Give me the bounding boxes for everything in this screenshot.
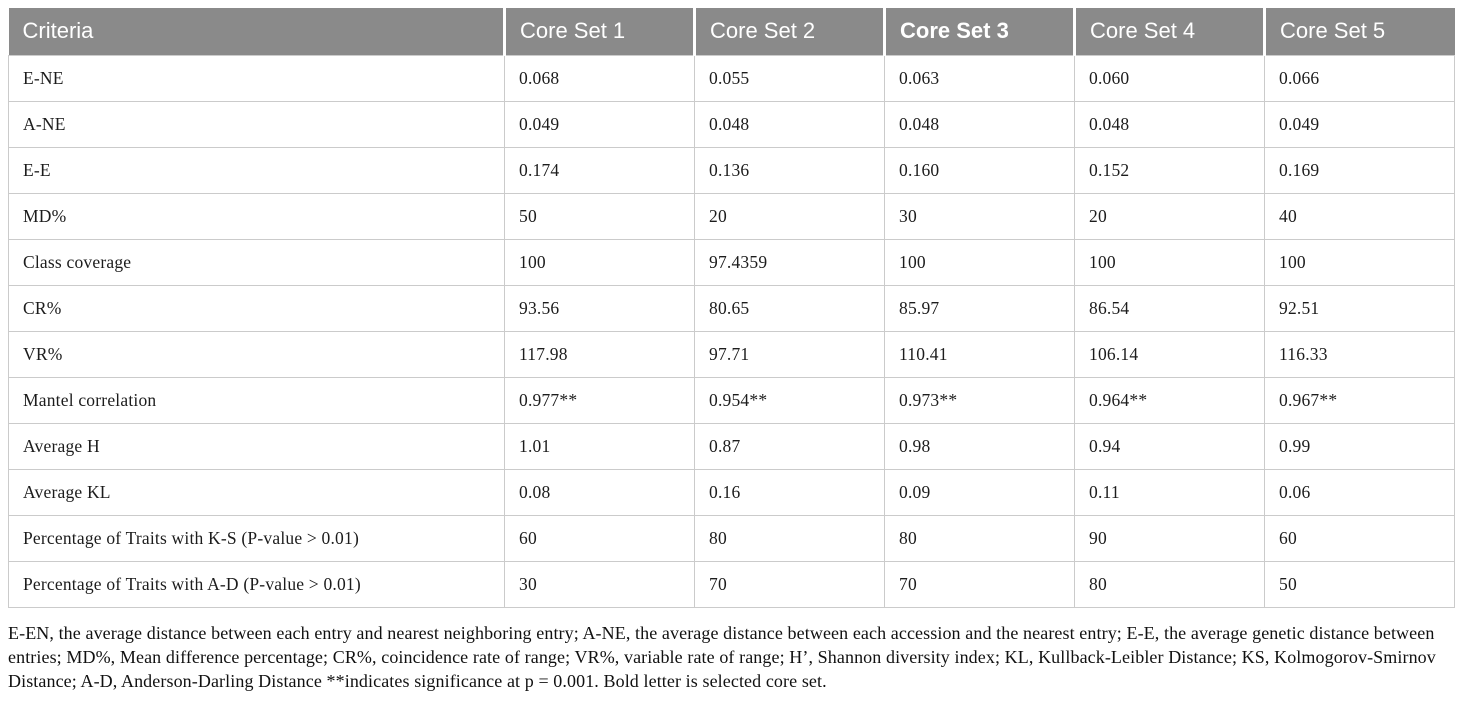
value-cell: 20 bbox=[694, 193, 885, 240]
value-cell: 0.977** bbox=[504, 377, 695, 424]
table-header: Criteria Core Set 1 Core Set 2 Core Set … bbox=[8, 8, 1455, 56]
value-cell: 0.048 bbox=[884, 101, 1075, 148]
table-body: E-NE 0.068 0.055 0.063 0.060 0.066 A-NE … bbox=[8, 55, 1455, 608]
value-cell: 0.048 bbox=[1074, 101, 1265, 148]
column-header-core-set-2: Core Set 2 bbox=[693, 8, 885, 56]
value-cell: 40 bbox=[1264, 193, 1455, 240]
value-cell: 0.11 bbox=[1074, 469, 1265, 516]
value-cell: 50 bbox=[504, 193, 695, 240]
value-cell: 97.71 bbox=[694, 331, 885, 378]
value-cell: 0.954** bbox=[694, 377, 885, 424]
row-label-cell: Class coverage bbox=[8, 239, 505, 286]
row-label-cell: Percentage of Traits with A-D (P-value >… bbox=[8, 561, 505, 608]
value-cell: 50 bbox=[1264, 561, 1455, 608]
row-label-cell: A-NE bbox=[8, 101, 505, 148]
value-cell: 0.06 bbox=[1264, 469, 1455, 516]
row-label-cell: MD% bbox=[8, 193, 505, 240]
value-cell: 0.136 bbox=[694, 147, 885, 194]
value-cell: 92.51 bbox=[1264, 285, 1455, 332]
value-cell: 80.65 bbox=[694, 285, 885, 332]
value-cell: 0.049 bbox=[1264, 101, 1455, 148]
table-row: VR% 117.98 97.71 110.41 106.14 116.33 bbox=[8, 331, 1455, 378]
value-cell: 100 bbox=[1264, 239, 1455, 286]
column-header-core-set-4: Core Set 4 bbox=[1073, 8, 1265, 56]
table-row: MD% 50 20 30 20 40 bbox=[8, 193, 1455, 240]
value-cell: 70 bbox=[884, 561, 1075, 608]
table-row: Average H 1.01 0.87 0.98 0.94 0.99 bbox=[8, 423, 1455, 470]
value-cell: 1.01 bbox=[504, 423, 695, 470]
value-cell: 85.97 bbox=[884, 285, 1075, 332]
row-label-cell: E-E bbox=[8, 147, 505, 194]
value-cell: 97.4359 bbox=[694, 239, 885, 286]
value-cell: 100 bbox=[1074, 239, 1265, 286]
table-row: Class coverage 100 97.4359 100 100 100 bbox=[8, 239, 1455, 286]
criteria-table: Criteria Core Set 1 Core Set 2 Core Set … bbox=[8, 8, 1455, 608]
value-cell: 80 bbox=[1074, 561, 1265, 608]
value-cell: 0.049 bbox=[504, 101, 695, 148]
table-row: Average KL 0.08 0.16 0.09 0.11 0.06 bbox=[8, 469, 1455, 516]
column-header-core-set-1: Core Set 1 bbox=[503, 8, 695, 56]
value-cell: 30 bbox=[504, 561, 695, 608]
table-row: E-NE 0.068 0.055 0.063 0.060 0.066 bbox=[8, 55, 1455, 102]
value-cell: 90 bbox=[1074, 515, 1265, 562]
column-header-criteria: Criteria bbox=[8, 8, 505, 56]
value-cell: 0.152 bbox=[1074, 147, 1265, 194]
value-cell: 80 bbox=[884, 515, 1075, 562]
table-row: E-E 0.174 0.136 0.160 0.152 0.169 bbox=[8, 147, 1455, 194]
value-cell: 100 bbox=[884, 239, 1075, 286]
row-label-cell: Average H bbox=[8, 423, 505, 470]
value-cell: 0.964** bbox=[1074, 377, 1265, 424]
value-cell: 0.055 bbox=[694, 55, 885, 102]
value-cell: 0.09 bbox=[884, 469, 1075, 516]
column-header-core-set-3: Core Set 3 bbox=[883, 8, 1075, 56]
value-cell: 100 bbox=[504, 239, 695, 286]
value-cell: 0.066 bbox=[1264, 55, 1455, 102]
value-cell: 20 bbox=[1074, 193, 1265, 240]
value-cell: 93.56 bbox=[504, 285, 695, 332]
column-header-core-set-5: Core Set 5 bbox=[1263, 8, 1455, 56]
table-row: Percentage of Traits with K-S (P-value >… bbox=[8, 515, 1455, 562]
row-label-cell: CR% bbox=[8, 285, 505, 332]
value-cell: 30 bbox=[884, 193, 1075, 240]
value-cell: 0.060 bbox=[1074, 55, 1265, 102]
row-label-cell: Percentage of Traits with K-S (P-value >… bbox=[8, 515, 505, 562]
value-cell: 0.973** bbox=[884, 377, 1075, 424]
value-cell: 0.174 bbox=[504, 147, 695, 194]
value-cell: 0.99 bbox=[1264, 423, 1455, 470]
value-cell: 0.08 bbox=[504, 469, 695, 516]
table-row: Mantel correlation 0.977** 0.954** 0.973… bbox=[8, 377, 1455, 424]
value-cell: 60 bbox=[504, 515, 695, 562]
table-row: A-NE 0.049 0.048 0.048 0.048 0.049 bbox=[8, 101, 1455, 148]
row-label-cell: Average KL bbox=[8, 469, 505, 516]
table-footnote: E-EN, the average distance between each … bbox=[8, 623, 1436, 691]
header-row: Criteria Core Set 1 Core Set 2 Core Set … bbox=[8, 8, 1455, 56]
value-cell: 0.068 bbox=[504, 55, 695, 102]
value-cell: 116.33 bbox=[1264, 331, 1455, 378]
value-cell: 106.14 bbox=[1074, 331, 1265, 378]
value-cell: 70 bbox=[694, 561, 885, 608]
value-cell: 0.169 bbox=[1264, 147, 1455, 194]
value-cell: 60 bbox=[1264, 515, 1455, 562]
value-cell: 0.048 bbox=[694, 101, 885, 148]
value-cell: 86.54 bbox=[1074, 285, 1265, 332]
value-cell: 80 bbox=[694, 515, 885, 562]
row-label-cell: VR% bbox=[8, 331, 505, 378]
value-cell: 0.98 bbox=[884, 423, 1075, 470]
value-cell: 0.063 bbox=[884, 55, 1075, 102]
value-cell: 0.87 bbox=[694, 423, 885, 470]
value-cell: 110.41 bbox=[884, 331, 1075, 378]
row-label-cell: E-NE bbox=[8, 55, 505, 102]
row-label-cell: Mantel correlation bbox=[8, 377, 505, 424]
value-cell: 0.967** bbox=[1264, 377, 1455, 424]
value-cell: 0.16 bbox=[694, 469, 885, 516]
table-figure: Criteria Core Set 1 Core Set 2 Core Set … bbox=[8, 8, 1455, 691]
value-cell: 0.94 bbox=[1074, 423, 1265, 470]
table-row: Percentage of Traits with A-D (P-value >… bbox=[8, 561, 1455, 608]
value-cell: 0.160 bbox=[884, 147, 1075, 194]
value-cell: 117.98 bbox=[504, 331, 695, 378]
table-row: CR% 93.56 80.65 85.97 86.54 92.51 bbox=[8, 285, 1455, 332]
